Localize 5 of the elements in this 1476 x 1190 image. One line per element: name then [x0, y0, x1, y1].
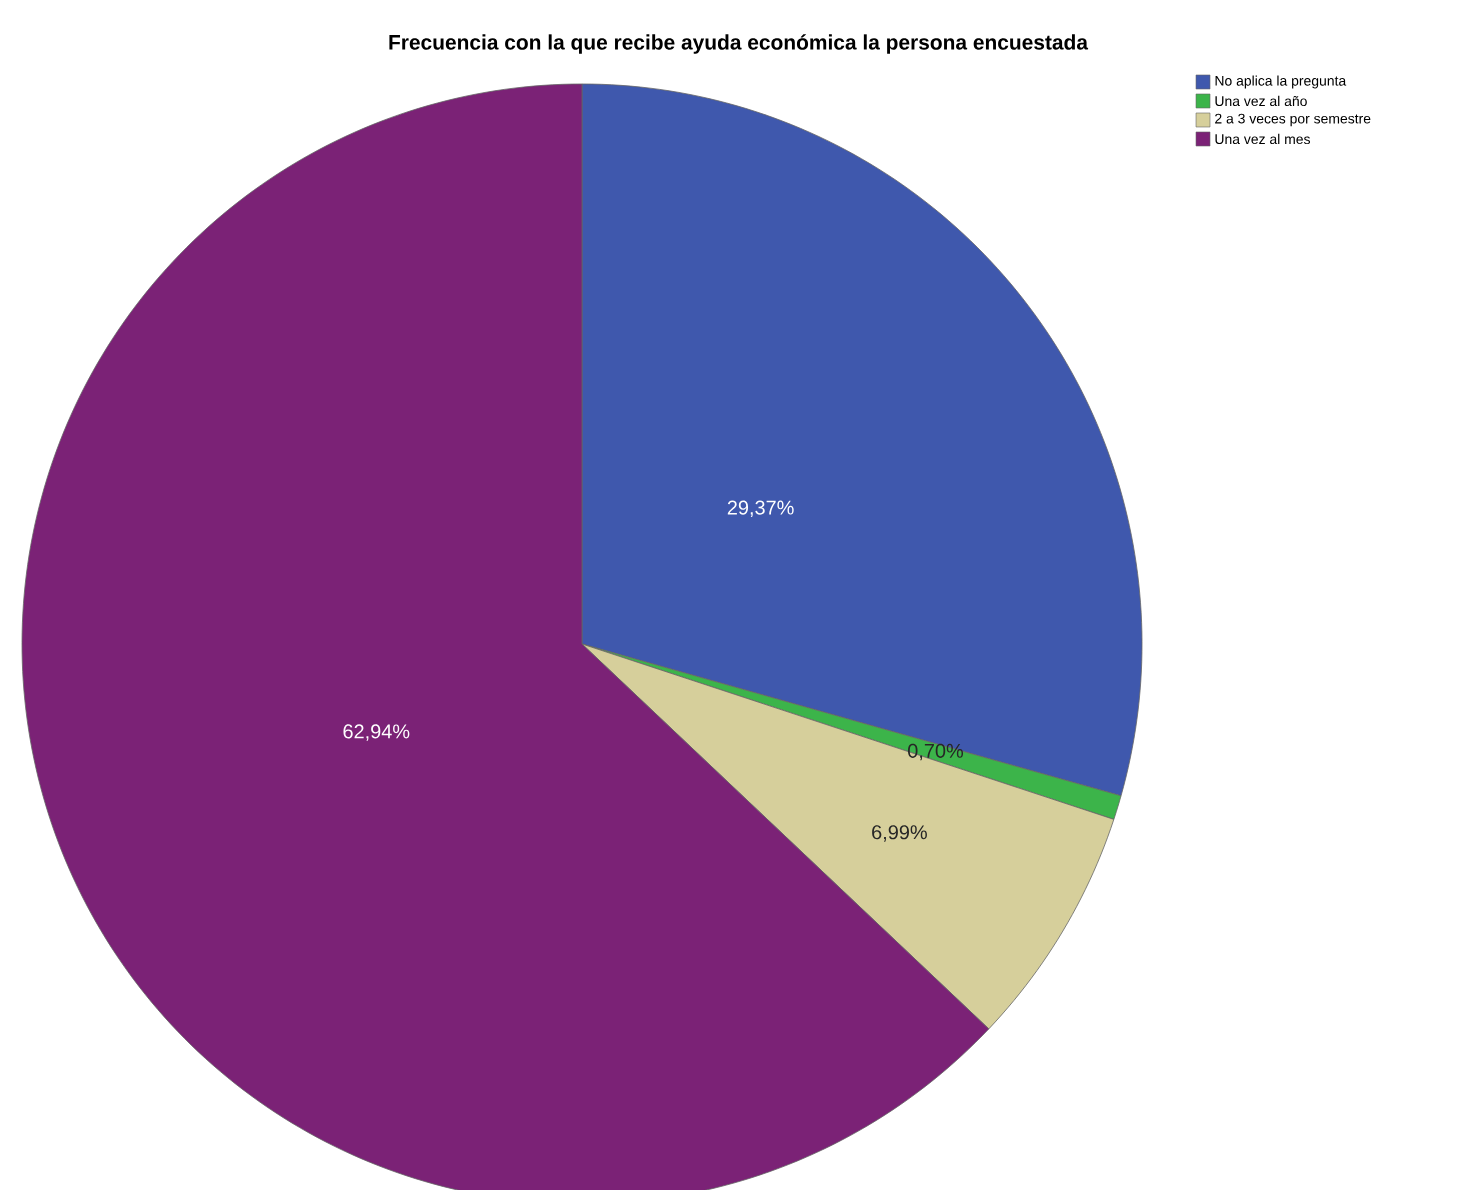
- data-label: 62,94%: [343, 724, 410, 741]
- data-label: 29,37%: [727, 500, 794, 518]
- data-label: 6,99%: [872, 825, 927, 842]
- chart-title: Frecuencia con la que recibe ayuda económica la persona encuestada: [389, 34, 1089, 54]
- data-label: 0,70%: [908, 743, 964, 761]
